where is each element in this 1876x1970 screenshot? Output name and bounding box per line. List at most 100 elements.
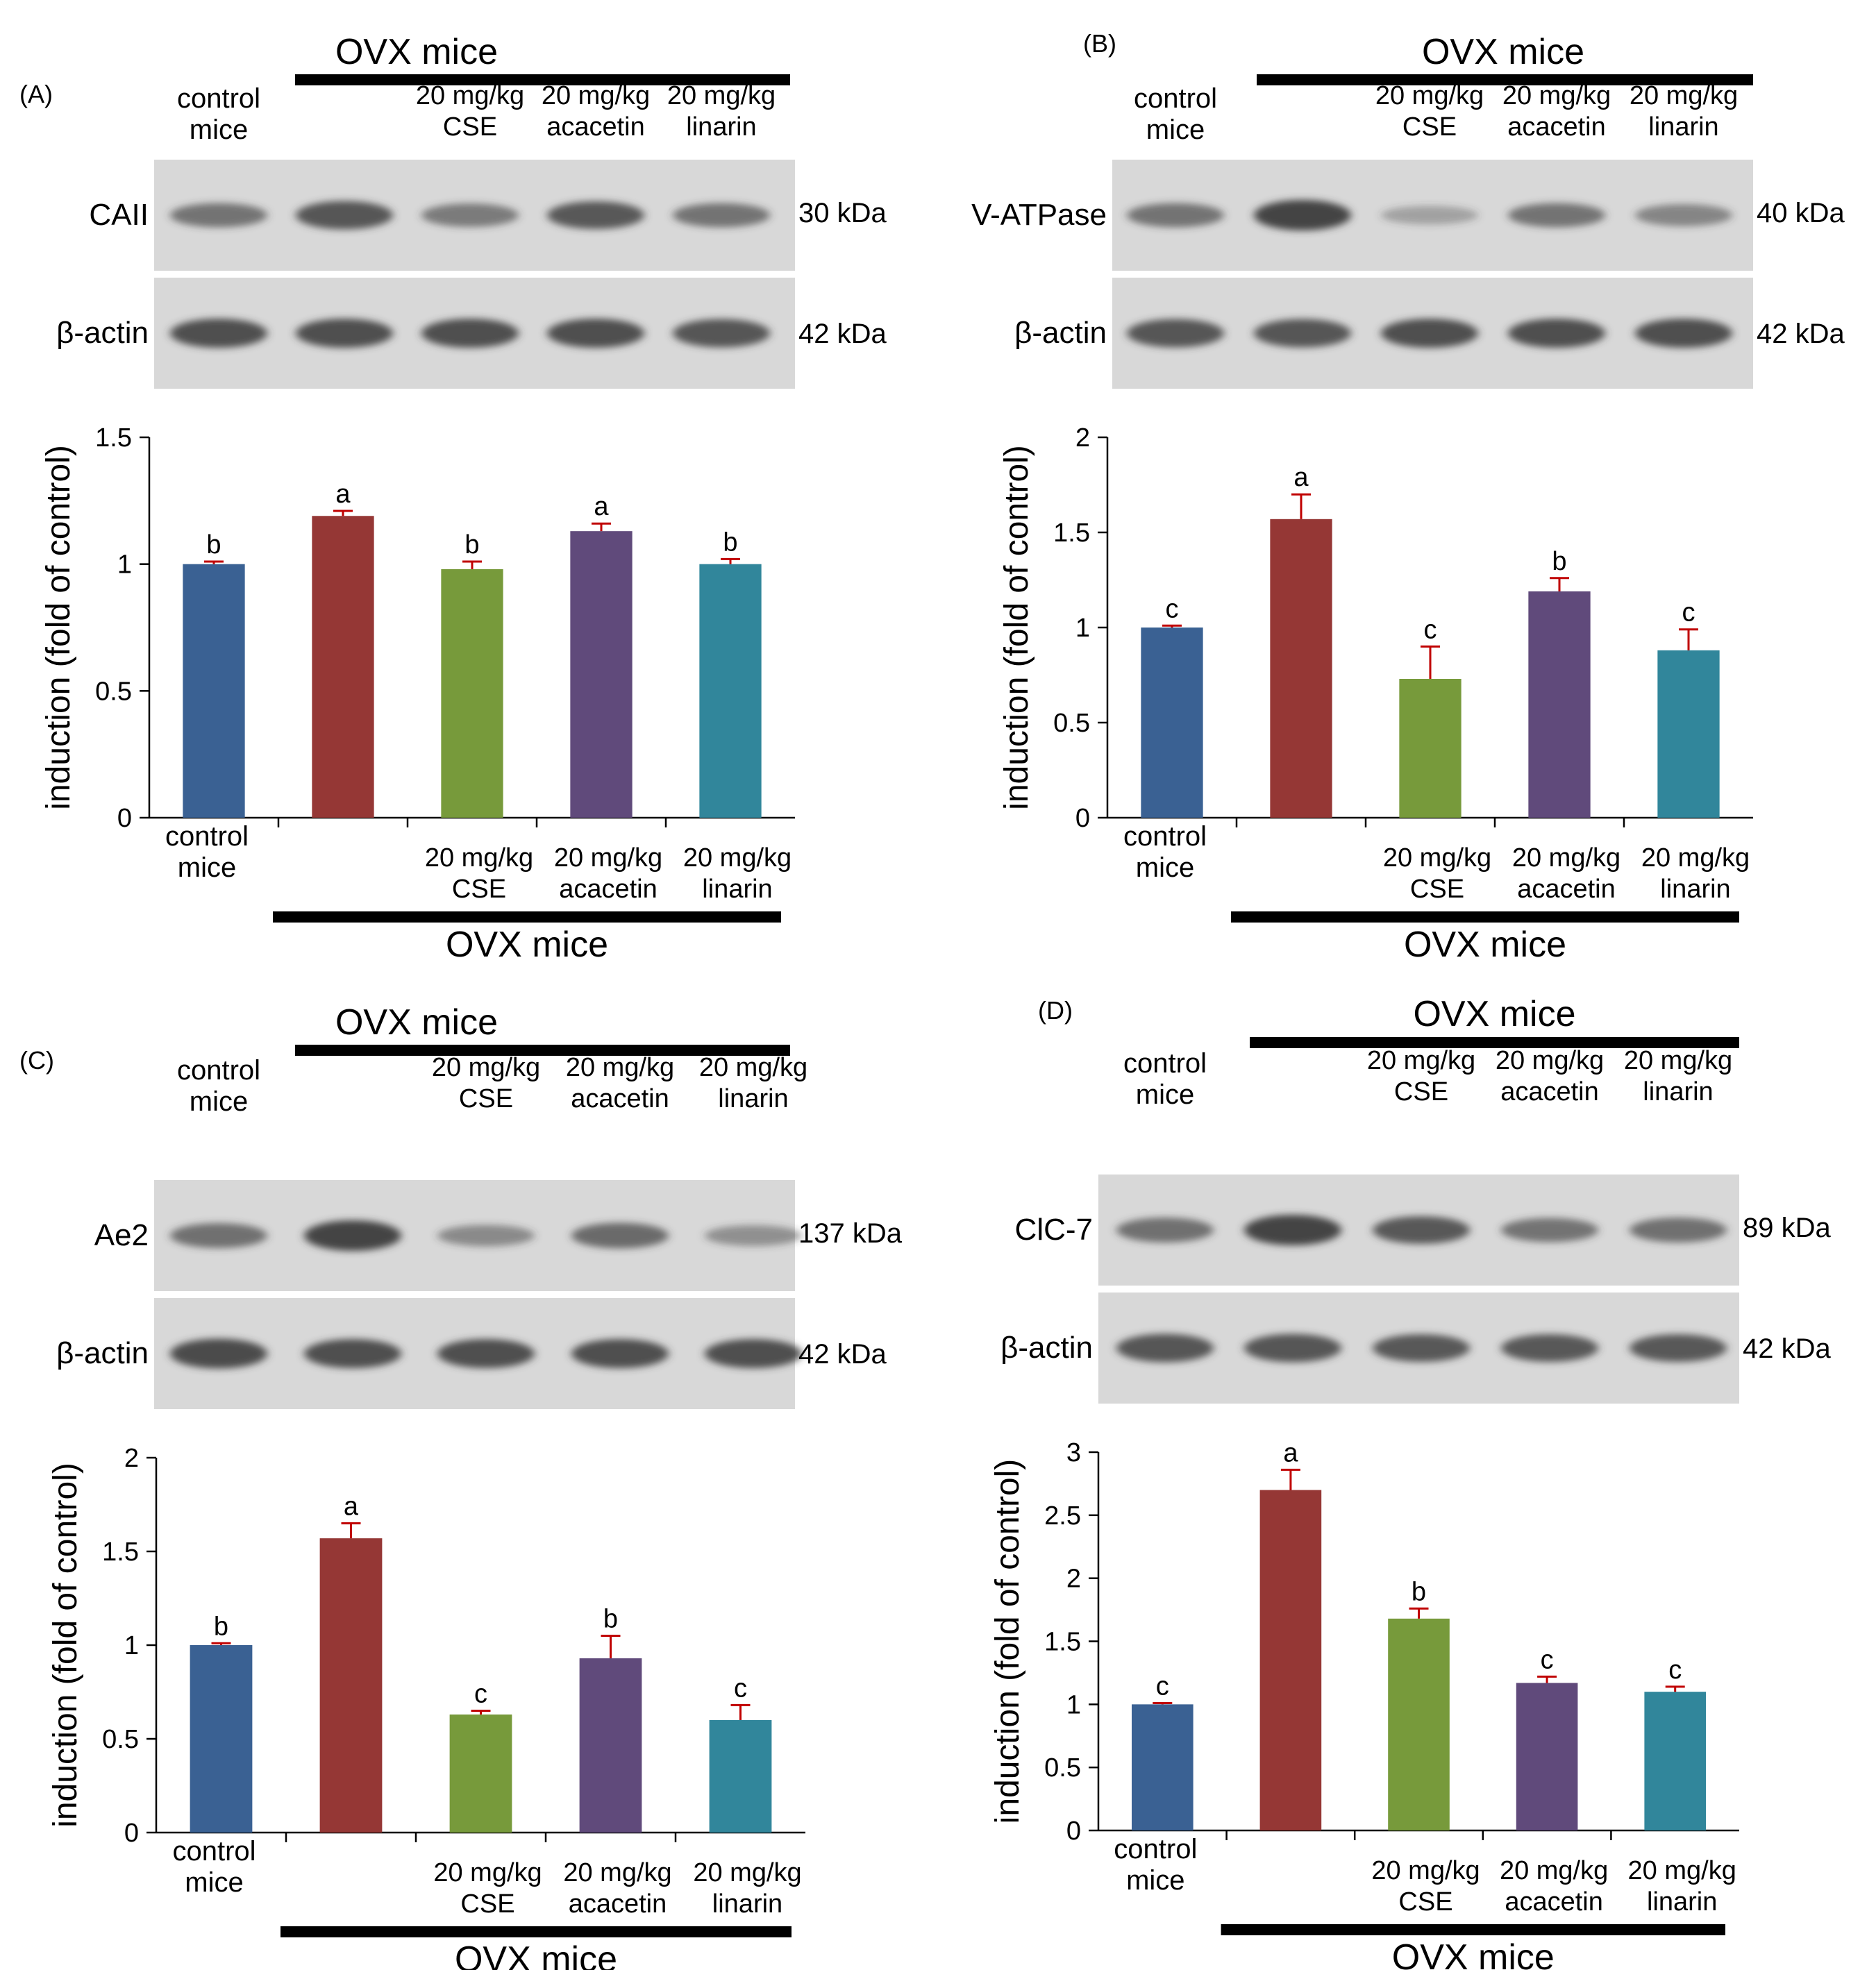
lane-label-dose: 20 mg/kg [1502, 81, 1611, 110]
bar-2 [319, 1538, 383, 1833]
x-label-control: mice [1136, 852, 1194, 883]
bar-3 [449, 1714, 512, 1833]
protein-kda: 40 kDa [1757, 198, 1845, 228]
lane-label-control: mice [1146, 115, 1205, 145]
x-label-treatment: linarin [1647, 1887, 1717, 1917]
actin-blot-band [673, 319, 770, 348]
protein-blot-band [1381, 205, 1478, 225]
lane-label-treatment: linarin [1643, 1077, 1713, 1106]
actin-blot-band [705, 1339, 802, 1368]
bar-2 [1259, 1490, 1322, 1830]
top-ovx-label: OVX mice [1413, 994, 1575, 1034]
bar-4 [570, 531, 633, 818]
y-tick-label: 2 [1066, 1565, 1081, 1594]
significance-letter: b [1552, 547, 1566, 576]
bar-1 [183, 564, 245, 818]
bar-3 [1388, 1618, 1450, 1830]
bar-5 [1644, 1692, 1707, 1830]
y-axis-label: induction (fold of control) [989, 1459, 1026, 1824]
actin-label: β-actin [56, 1336, 149, 1370]
y-tick-label: 1 [1075, 614, 1090, 643]
bottom-ovx-label: OVX mice [1404, 925, 1566, 965]
lane-label-control: control [177, 1055, 260, 1086]
lane-label-control: control [1123, 1048, 1207, 1079]
bottom-ovx-bar [273, 911, 781, 923]
lane-label-dose: 20 mg/kg [667, 81, 776, 110]
protein-label: CAII [89, 198, 149, 232]
actin-blot-band [421, 319, 519, 348]
significance-letter: b [723, 528, 737, 557]
lane-label-control: control [1134, 83, 1217, 114]
x-label-treatment: CSE [452, 875, 506, 904]
lane-label-dose: 20 mg/kg [566, 1053, 674, 1082]
lane-label-dose: 20 mg/kg [542, 81, 650, 110]
panel-letter: (A) [19, 80, 53, 108]
x-label-dose: 20 mg/kg [1628, 1856, 1736, 1885]
bar-2 [1270, 519, 1332, 818]
actin-label: β-actin [56, 316, 149, 350]
x-label-dose: 20 mg/kg [554, 843, 662, 873]
y-tick-label: 1 [1066, 1690, 1081, 1719]
actin-kda: 42 kDa [1757, 319, 1845, 349]
x-label-treatment: CSE [1410, 875, 1464, 904]
actin-blot [154, 278, 795, 389]
actin-label: β-actin [1014, 316, 1107, 350]
x-label-dose: 20 mg/kg [433, 1858, 542, 1887]
y-tick-label: 1.5 [1053, 519, 1090, 548]
panel-letter: (B) [1083, 29, 1116, 58]
lane-label-dose: 20 mg/kg [1375, 81, 1484, 110]
protein-blot-band [1630, 1218, 1727, 1243]
y-axis-label: induction (fold of control) [40, 445, 77, 810]
top-ovx-bar [1257, 74, 1753, 85]
bar-4 [579, 1658, 642, 1833]
x-label-treatment: linarin [702, 875, 772, 904]
y-tick-label: 0.5 [95, 677, 132, 706]
bar-1 [190, 1645, 253, 1833]
significance-letter: c [1541, 1645, 1554, 1674]
x-label-dose: 20 mg/kg [1512, 843, 1620, 873]
y-axis-label: induction (fold of control) [47, 1463, 84, 1828]
actin-blot [154, 1298, 802, 1409]
protein-blot [154, 160, 795, 271]
actin-blot-band [1244, 1333, 1341, 1363]
top-ovx-bar [295, 1045, 790, 1056]
y-tick-label: 0 [124, 1819, 139, 1848]
lane-label-control: mice [1136, 1079, 1194, 1110]
protein-blot [154, 1180, 802, 1291]
lane-label-treatment: linarin [718, 1084, 788, 1113]
lane-label-control: mice [190, 1086, 248, 1117]
lane-label-treatment: acacetin [1500, 1077, 1599, 1106]
x-label-dose: 20 mg/kg [1371, 1856, 1480, 1885]
bar-2 [312, 516, 374, 818]
protein-blot-band [421, 203, 519, 227]
actin-blot-band [1254, 319, 1351, 348]
significance-letter: c [1166, 594, 1179, 623]
bar-3 [1399, 678, 1462, 818]
protein-blot [1098, 1175, 1739, 1286]
y-tick-label: 2 [124, 1444, 139, 1473]
actin-blot-band [304, 1339, 401, 1368]
actin-blot-band [1508, 319, 1605, 348]
lane-label-treatment: CSE [1402, 112, 1457, 142]
significance-letter: b [464, 530, 479, 559]
significance-letter: a [335, 480, 351, 509]
lane-label-dose: 20 mg/kg [416, 81, 524, 110]
bottom-ovx-bar [1231, 911, 1739, 923]
top-ovx-bar [295, 74, 790, 85]
actin-blot-band [1127, 319, 1224, 348]
protein-blot-band [547, 201, 644, 229]
bar-3 [441, 569, 503, 818]
protein-label: ClC-7 [1015, 1213, 1093, 1247]
significance-letter: c [474, 1680, 487, 1709]
lane-label-dose: 20 mg/kg [1624, 1046, 1732, 1075]
protein-blot [1112, 160, 1753, 271]
protein-label: V-ATPase [971, 198, 1107, 232]
y-tick-label: 0.5 [102, 1725, 139, 1754]
lane-label-treatment: acacetin [546, 112, 645, 142]
bottom-ovx-label: OVX mice [446, 925, 608, 965]
bottom-ovx-label: OVX mice [1392, 1937, 1555, 1970]
protein-kda: 89 kDa [1743, 1213, 1831, 1243]
